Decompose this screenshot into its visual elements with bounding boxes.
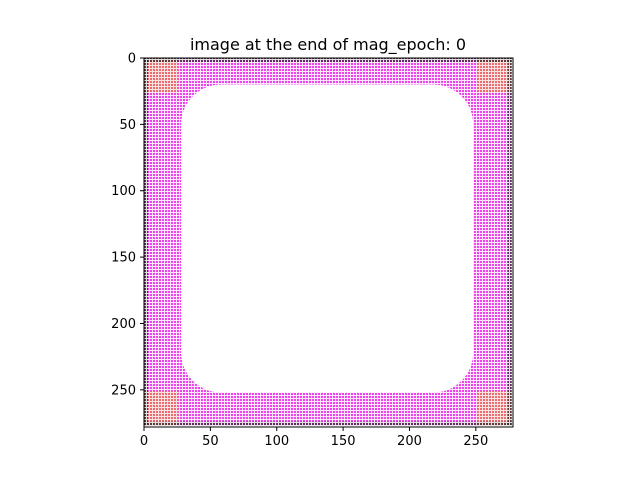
y-tick-label: 250 [111,383,136,398]
y-tick-label: 200 [111,317,136,332]
axes: 0 50 100 150 200 250 0 50 100 150 200 250 [111,52,514,449]
edge-dots-left [144,58,148,426]
axes-frame [143,57,514,428]
image-area [144,58,512,426]
corner-patch-top-right [477,58,512,93]
x-tick-label: 150 [331,434,356,449]
y-tick-label: 0 [128,52,136,67]
x-tick-label: 200 [397,434,422,449]
x-tick-label: 0 [140,434,148,449]
x-tick-label: 100 [264,434,289,449]
x-tick-label: 50 [202,434,219,449]
corner-patch-bottom-right [477,391,512,426]
edge-dots-bottom [144,421,512,426]
y-tick-label: 100 [111,184,136,199]
edge-dots-right [507,58,512,426]
edge-dots-top [144,58,512,62]
y-tick-label: 150 [111,251,136,266]
corner-patch-top-left [144,58,179,93]
x-tick-label: 250 [463,434,488,449]
chart-title: image at the end of mag_epoch: 0 [190,35,466,55]
y-tick-label: 50 [119,118,136,133]
corner-patch-bottom-left [144,391,179,426]
center-hole [181,84,474,393]
